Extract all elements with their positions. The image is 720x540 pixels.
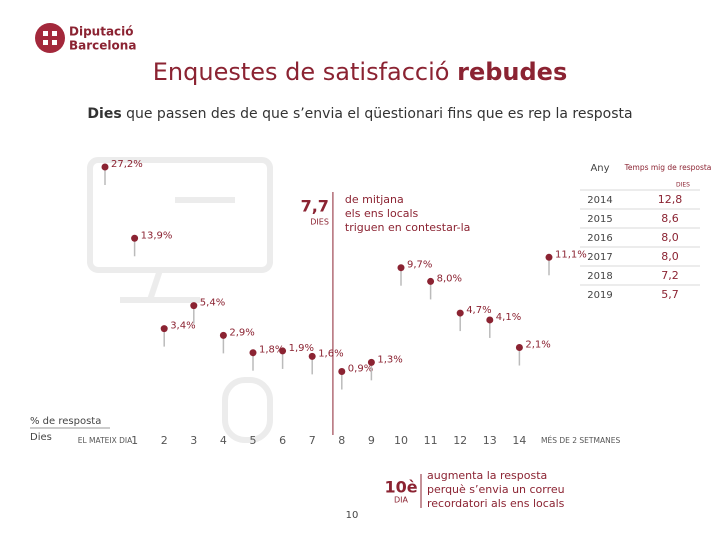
data-label: 2,1%	[525, 340, 550, 351]
table-cell: 5,7	[661, 288, 679, 301]
average-text: de mitjana	[345, 193, 404, 206]
average-value: 7,7	[301, 197, 329, 216]
pin	[249, 349, 257, 357]
pin	[397, 264, 405, 272]
x-tick-label: 5	[250, 434, 257, 447]
pin	[456, 309, 464, 317]
table-cell: 2014	[587, 195, 612, 206]
data-label: 11,1%	[555, 249, 587, 260]
pin	[160, 325, 168, 333]
reminder-value: 10è	[384, 478, 417, 497]
reminder-text: augmenta la resposta	[427, 469, 547, 482]
data-label: 5,4%	[200, 298, 225, 309]
pin	[545, 253, 553, 261]
x-tick-label: 2	[161, 434, 168, 447]
data-label: 3,4%	[170, 321, 195, 332]
subtitle: Dies que passen des de que s’envia el qü…	[87, 106, 632, 122]
table-cell: 8,0	[661, 231, 679, 244]
x-tick-label: 4	[220, 434, 227, 447]
pin	[279, 347, 287, 355]
x-tick-label: 13	[483, 434, 497, 447]
average-text: els ens locals	[345, 207, 419, 220]
data-label: 0,9%	[348, 364, 373, 375]
monitor	[87, 157, 273, 273]
pin	[219, 331, 227, 339]
mouse	[222, 377, 273, 443]
data-label: 27,2%	[111, 159, 143, 170]
chart-title: Enquestes de satisfacció rebudes	[153, 58, 567, 86]
table-cell: 2016	[587, 233, 612, 244]
logo-icon	[35, 23, 65, 53]
x-tick-label: 6	[279, 434, 286, 447]
table-header: DIES	[676, 182, 690, 189]
logo-text: Diputació	[69, 25, 134, 39]
x-tick-label: 7	[309, 434, 316, 447]
title-bold: rebudes	[457, 58, 567, 86]
reminder-unit: DIA	[394, 496, 409, 505]
x-tick-label: 14	[512, 434, 526, 447]
pin	[486, 316, 494, 324]
x-tick-label: 12	[453, 434, 467, 447]
logo-icon	[52, 31, 57, 36]
logo-icon	[52, 40, 57, 45]
data-label: 13,9%	[141, 230, 173, 241]
logo-icon	[43, 40, 48, 45]
table-cell: 8,6	[661, 212, 679, 225]
table-cell: 2018	[587, 271, 612, 282]
monitor-illustration	[87, 157, 273, 443]
subtitle-bold: Dies	[87, 106, 121, 122]
table-header: Temps mig de resposta	[624, 163, 712, 172]
data-label: 1,8%	[259, 345, 284, 356]
subtitle-text: que passen des de que s’envia el qüestio…	[126, 106, 632, 122]
x-tick-label: EL MATEIX DIA	[78, 436, 133, 445]
x-tick-label: 10	[394, 434, 408, 447]
table-cell: 2019	[587, 290, 612, 301]
average-text: triguen en contestar-la	[345, 221, 471, 234]
data-label: 8,0%	[437, 273, 462, 284]
data-label: 1,3%	[377, 354, 402, 365]
x-tick-label: 1	[131, 434, 138, 447]
table-cell: 2017	[587, 252, 612, 263]
y-axis-label: % de resposta	[30, 416, 101, 427]
pin	[190, 302, 198, 310]
pin	[367, 358, 375, 366]
x-tick-label: 11	[424, 434, 438, 447]
data-label: 9,7%	[407, 260, 432, 271]
x-tick-label: 9	[368, 434, 375, 447]
table-header: Any	[590, 163, 609, 174]
table-cell: 8,0	[661, 250, 679, 263]
reminder-text: perquè s’envia un correu	[427, 483, 565, 496]
x-axis-label: Dies	[30, 432, 52, 443]
data-label: 4,1%	[496, 312, 521, 323]
table-cell: 12,8	[658, 193, 683, 206]
reminder-text: recordatori als ens locals	[427, 497, 565, 510]
pin	[101, 163, 109, 171]
pin	[308, 352, 316, 360]
data-label: 1,9%	[289, 343, 314, 354]
average-unit: DIES	[310, 218, 329, 227]
logo-text: Barcelona	[69, 39, 136, 53]
pin	[131, 234, 139, 242]
data-label: 1,6%	[318, 348, 343, 359]
table-cell: 7,2	[661, 269, 679, 282]
title: Enquestes de satisfacció	[153, 58, 450, 86]
pin	[427, 277, 435, 285]
data-label: 2,9%	[229, 327, 254, 338]
monitor-stand	[147, 269, 163, 301]
x-tick-label: MÉS DE 2 SETMANES	[541, 436, 620, 445]
page-number: 10	[346, 510, 359, 521]
pin	[515, 344, 523, 352]
logo: Diputació Barcelona	[35, 23, 136, 53]
x-tick-label: 8	[338, 434, 345, 447]
logo-icon	[43, 31, 48, 36]
table-cell: 2015	[587, 214, 612, 225]
pin	[338, 368, 346, 376]
x-tick-label: 3	[190, 434, 197, 447]
data-label: 4,7%	[466, 305, 491, 316]
